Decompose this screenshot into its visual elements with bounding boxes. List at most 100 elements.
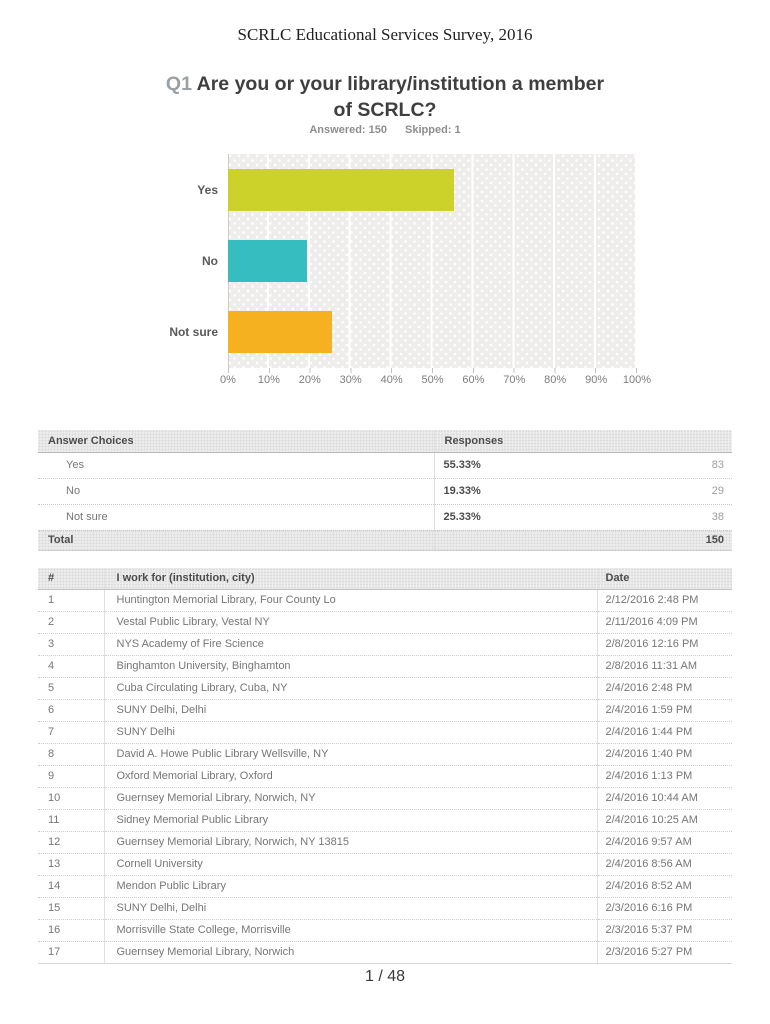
respondent-institution: Oxford Memorial Library, Oxford [103,765,597,788]
respondent-number: 3 [38,633,104,656]
respondent-institution: Vestal Public Library, Vestal NY [103,611,597,634]
answer-row-no: No 19.33% 29 [38,478,732,505]
answer-row-not-sure: Not sure 25.33% 38 [38,504,732,531]
answer-table-header-row: Answer Choices Responses [38,430,732,453]
respondent-date: 2/4/2016 1:13 PM [596,765,732,788]
x-tick-label-1: 10% [257,374,280,386]
respondent-row-5: 5 Cuba Circulating Library, Cuba, NY 2/4/2… [38,677,732,700]
x-tick-label-2: 20% [298,374,321,386]
x-tick-label-0: 0% [220,374,236,386]
respondent-number: 6 [38,699,104,722]
respondent-date: 2/4/2016 8:56 AM [596,853,732,876]
chart-row-not-sure: Not sure [38,297,637,368]
choice-label-no: No [38,478,434,505]
respondent-institution: SUNY Delhi [103,721,597,744]
respondent-number: 15 [38,897,104,920]
respondent-institution: Cuba Circulating Library, Cuba, NY [103,677,597,700]
response-cell-no: 19.33% 29 [433,478,732,505]
answer-choices-table: Answer Choices Responses Yes 55.33% 83 No 19… [38,430,732,551]
respondent-institution: David A. Howe Public Library Wellsville,… [103,743,597,766]
respondent-date: 2/3/2016 5:37 PM [596,919,732,942]
response-percent-no: 19.33% [443,485,481,497]
chart-row-yes: Yes [38,154,637,225]
question-heading: Q1 Are you or your library/institution a… [160,71,610,123]
respondent-institution: SUNY Delhi, Delhi [103,897,597,920]
respondent-row-6: 6 SUNY Delhi, Delhi 2/4/2016 1:59 PM [38,699,732,722]
category-label-no: No [202,253,218,268]
category-label-yes: Yes [197,182,218,197]
respondent-date: 2/8/2016 12:16 PM [596,633,732,656]
respondent-row-10: 10 Guernsey Memorial Library, Norwich, NY… [38,787,732,810]
respondent-date: 2/4/2016 1:59 PM [596,699,732,722]
date-column-header: Date [596,568,732,590]
x-tick-label-10: 100% [622,374,652,386]
question-title: Are you or your library/institution a me… [196,73,605,121]
answered-count: Answered: 150 [309,124,388,136]
x-tick-label-8: 80% [544,374,567,386]
respondent-institution: Morrisville State College, Morrisville [103,919,597,942]
respondent-institution: NYS Academy of Fire Science [103,633,597,656]
respondent-number: 12 [38,831,104,854]
choice-label-yes: Yes [38,452,434,479]
respondents-header-row: # I work for (institution, city) Date [38,568,732,590]
response-count-yes: 83 [711,459,724,471]
respondent-row-1: 1 Huntington Memorial Library, Four Count… [38,589,732,612]
question-number: Q1 [165,73,192,95]
respondent-date: 2/12/2016 2:48 PM [596,589,732,612]
answer-table-body: Yes 55.33% 83 No 19.33% 29 Not sure 25.33% 38 [38,452,732,531]
x-tick-label-9: 90% [585,374,608,386]
responses-header: Responses [433,430,732,453]
x-tick-label-4: 40% [380,374,403,386]
total-value: 150 [433,530,732,551]
respondent-date: 2/11/2016 4:09 PM [596,611,732,634]
respondent-number: 16 [38,919,104,942]
respondent-number: 8 [38,743,104,766]
bar-track-not-sure [228,297,637,368]
respondent-number: 1 [38,589,104,612]
institution-column-header: I work for (institution, city) [103,568,597,590]
respondent-number: 7 [38,721,104,744]
respondent-row-11: 11 Sidney Memorial Public Library 2/4/2016… [38,809,732,832]
total-label: Total [38,530,434,551]
bar-not-sure [228,311,332,354]
x-tick-label-6: 60% [462,374,485,386]
bar-chart: Yes No Not sure [38,154,637,368]
respondent-institution: Sidney Memorial Public Library [103,809,597,832]
bar-yes [228,168,455,211]
number-column-header: # [38,568,104,590]
respondent-number: 5 [38,677,104,700]
response-percent-yes: 55.33% [443,459,481,471]
respondent-institution: Cornell University [103,853,597,876]
respondent-institution: Guernsey Memorial Library, Norwich, NY 1… [103,831,597,854]
respondent-institution: Binghamton University, Binghamton [103,655,597,678]
chart-row-no: No [38,225,637,296]
answer-row-yes: Yes 55.33% 83 [38,452,732,479]
respondent-number: 13 [38,853,104,876]
respondent-row-14: 14 Mendon Public Library 2/4/2016 8:52 AM [38,875,732,898]
respondent-number: 9 [38,765,104,788]
answer-choices-header: Answer Choices [38,430,434,453]
respondent-date: 2/4/2016 1:40 PM [596,743,732,766]
choice-label-not-sure: Not sure [38,504,434,531]
respondent-row-12: 12 Guernsey Memorial Library, Norwich, NY… [38,831,732,854]
response-count-no: 29 [711,485,724,497]
respondent-row-17: 17 Guernsey Memorial Library, Norwich 2/3/… [38,941,732,964]
respondent-date: 2/8/2016 11:31 AM [596,655,732,678]
response-stats: Answered: 150 Skipped: 1 [0,124,770,136]
respondent-number: 10 [38,787,104,810]
respondent-row-9: 9 Oxford Memorial Library, Oxford 2/4/2016… [38,765,732,788]
respondent-date: 2/4/2016 1:44 PM [596,721,732,744]
respondents-table-body: 1 Huntington Memorial Library, Four Count… [38,589,732,964]
respondent-number: 17 [38,941,104,964]
respondent-row-13: 13 Cornell University 2/4/2016 8:56 AM [38,853,732,876]
respondent-number: 4 [38,655,104,678]
bar-no [228,239,308,282]
category-label-not-sure: Not sure [169,325,218,340]
respondent-institution: Mendon Public Library [103,875,597,898]
response-percent-not-sure: 25.33% [443,511,481,523]
respondent-row-2: 2 Vestal Public Library, Vestal NY 2/11/20… [38,611,732,634]
x-tick-label-5: 50% [421,374,444,386]
chart-rows: Yes No Not sure [38,154,637,368]
